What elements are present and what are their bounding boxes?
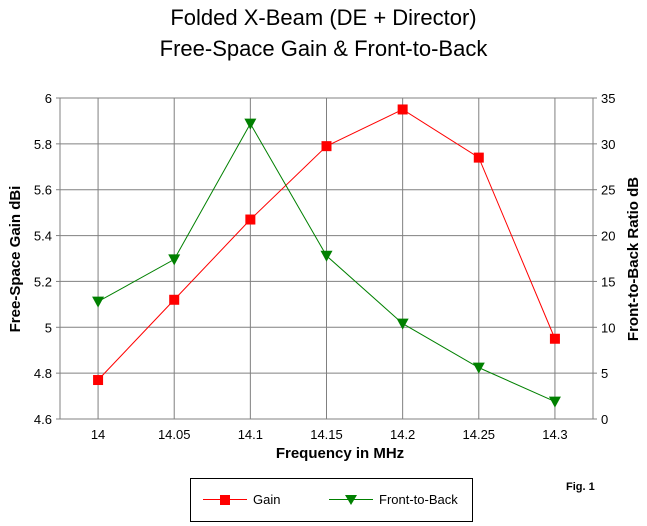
y2-tick-label: 0 [601,412,608,427]
data-point-gain [169,294,180,305]
legend-swatch-front-to-back [329,494,373,506]
data-point-gain [549,333,560,344]
legend-label-front-to-back: Front-to-Back [379,492,458,507]
y-tick-label: 5.2 [34,274,52,289]
legend-item-gain: Gain [203,492,280,507]
legend-label-gain: Gain [253,492,281,507]
figure-label: Fig. 1 [566,481,595,493]
data-point-gain [397,104,408,115]
y2-tick-label: 35 [601,91,615,106]
legend-item-front-to-back: Front-to-Back [329,492,458,507]
y-axis-ticks: 4.6 4.8 5 5.2 5.4 5.6 5.8 6 [34,91,60,427]
x-tick-label: 14.2 [390,427,415,442]
y2-axis-ticks: 0 5 10 15 20 25 30 35 [593,91,615,427]
x-tick-label: 14.25 [463,427,496,442]
y2-tick-label: 25 [601,183,615,198]
y2-tick-label: 15 [601,274,615,289]
y-axis-label: Free-Space Gain dBi [7,186,24,333]
x-tick-label: 14.05 [158,427,191,442]
y-tick-label: 6 [45,91,52,106]
x-axis-ticks: 14 14.05 14.1 14.15 14.2 14.25 14.3 [91,427,568,442]
x-tick-label: 14.3 [542,427,567,442]
y-tick-label: 5.8 [34,137,52,152]
y-tick-label: 5 [45,320,52,335]
data-point-front-to-back [396,318,409,330]
data-point-front-to-back [548,396,561,408]
y2-tick-label: 30 [601,137,615,152]
data-point-gain [93,375,104,386]
y-tick-label: 5.6 [34,183,52,198]
y-tick-label: 4.6 [34,412,52,427]
y2-tick-label: 5 [601,366,608,381]
y2-tick-label: 20 [601,229,615,244]
y-tick-label: 4.8 [34,366,52,381]
y2-tick-label: 10 [601,320,615,335]
data-point-front-to-back [320,250,333,262]
chart-subtitle: Free-Space Gain & Front-to-Back [159,36,488,61]
chart-title: Folded X-Beam (DE + Director) [170,5,477,30]
x-tick-label: 14.1 [238,427,263,442]
y-tick-label: 5.4 [34,229,52,244]
series-layer [92,104,561,408]
data-point-front-to-back [244,118,257,130]
data-point-front-to-back [168,254,181,266]
x-tick-label: 14 [91,427,105,442]
data-point-gain [321,141,332,152]
legend: Gain Front-to-Back [190,478,473,522]
x-tick-label: 14.15 [310,427,343,442]
gridlines [60,98,593,419]
y2-axis-label: Front-to-Back Ratio dB [625,177,642,341]
data-point-gain [473,152,484,163]
x-axis-label: Frequency in MHz [276,445,404,462]
data-point-gain [245,214,256,225]
legend-swatch-gain [203,494,247,506]
data-point-front-to-back [92,296,105,308]
data-point-front-to-back [472,362,485,374]
